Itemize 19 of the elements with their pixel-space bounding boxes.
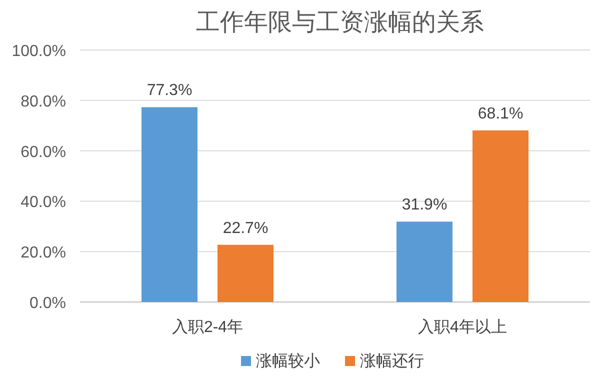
legend-label: 涨幅较小 xyxy=(256,352,320,370)
data-label: 77.3% xyxy=(146,82,192,100)
x-tick-label: 入职4年以上 xyxy=(418,318,507,336)
bar xyxy=(396,222,452,302)
data-label: 22.7% xyxy=(222,220,268,237)
y-tick-label: 60.0% xyxy=(20,144,66,161)
y-tick-label: 80.0% xyxy=(20,93,66,110)
x-tick-label: 入职2-4年 xyxy=(172,318,244,336)
chart-title: 工作年限与工资涨幅的关系 xyxy=(196,9,484,36)
y-tick-label: 100.0% xyxy=(12,43,66,60)
data-label: 31.9% xyxy=(402,196,448,214)
data-label: 68.1% xyxy=(478,105,524,122)
y-tick-label: 0.0% xyxy=(30,295,66,312)
bar xyxy=(142,107,198,302)
y-tick-label: 40.0% xyxy=(20,194,66,212)
legend-label: 涨幅还行 xyxy=(360,352,424,370)
bar xyxy=(472,130,528,302)
y-tick-label: 20.0% xyxy=(20,244,66,262)
bar xyxy=(218,244,274,302)
